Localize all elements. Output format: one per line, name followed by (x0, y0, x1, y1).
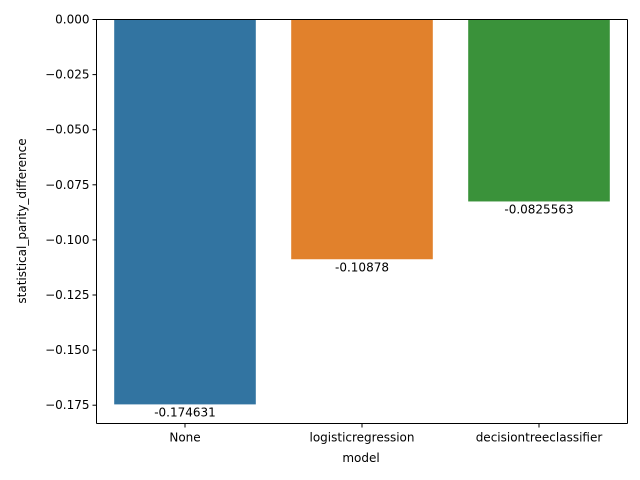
y-tick-label-6: −0.150 (45, 343, 89, 357)
axes-frame (96, 19, 628, 424)
y-tick-label-7: −0.175 (45, 398, 89, 412)
x-axis-ticks: None logisticregression decisiontreeclassi… (169, 423, 603, 445)
value-label-0: -0.174631 (154, 405, 216, 419)
x-tick-label-2: decisiontreeclassifier (476, 431, 603, 445)
y-axis-ticks: 0.000 −0.025 −0.050 −0.075 −0.100 −0.125 −0.15… (45, 13, 97, 412)
bar-2 (468, 19, 610, 202)
bar-0 (114, 19, 256, 405)
y-tick-label-2: −0.050 (45, 123, 89, 137)
y-axis-label: statistical_parity_difference (15, 138, 29, 303)
y-tick-label-1: −0.025 (45, 68, 89, 82)
value-labels-group: -0.174631 -0.10878 -0.0825563 (154, 202, 573, 419)
value-label-1: -0.10878 (335, 260, 389, 274)
value-label-2: -0.0825563 (504, 202, 573, 216)
y-tick-label-4: −0.100 (45, 233, 89, 247)
x-tick-label-1: logisticregression (309, 431, 414, 445)
y-tick-label-5: −0.125 (45, 288, 89, 302)
bar-1 (291, 19, 433, 260)
y-tick-label-0: 0.000 (55, 13, 89, 27)
x-tick-label-0: None (169, 431, 200, 445)
x-axis-label: model (342, 451, 379, 465)
y-tick-label-3: −0.075 (45, 178, 89, 192)
bars-group (114, 19, 610, 405)
